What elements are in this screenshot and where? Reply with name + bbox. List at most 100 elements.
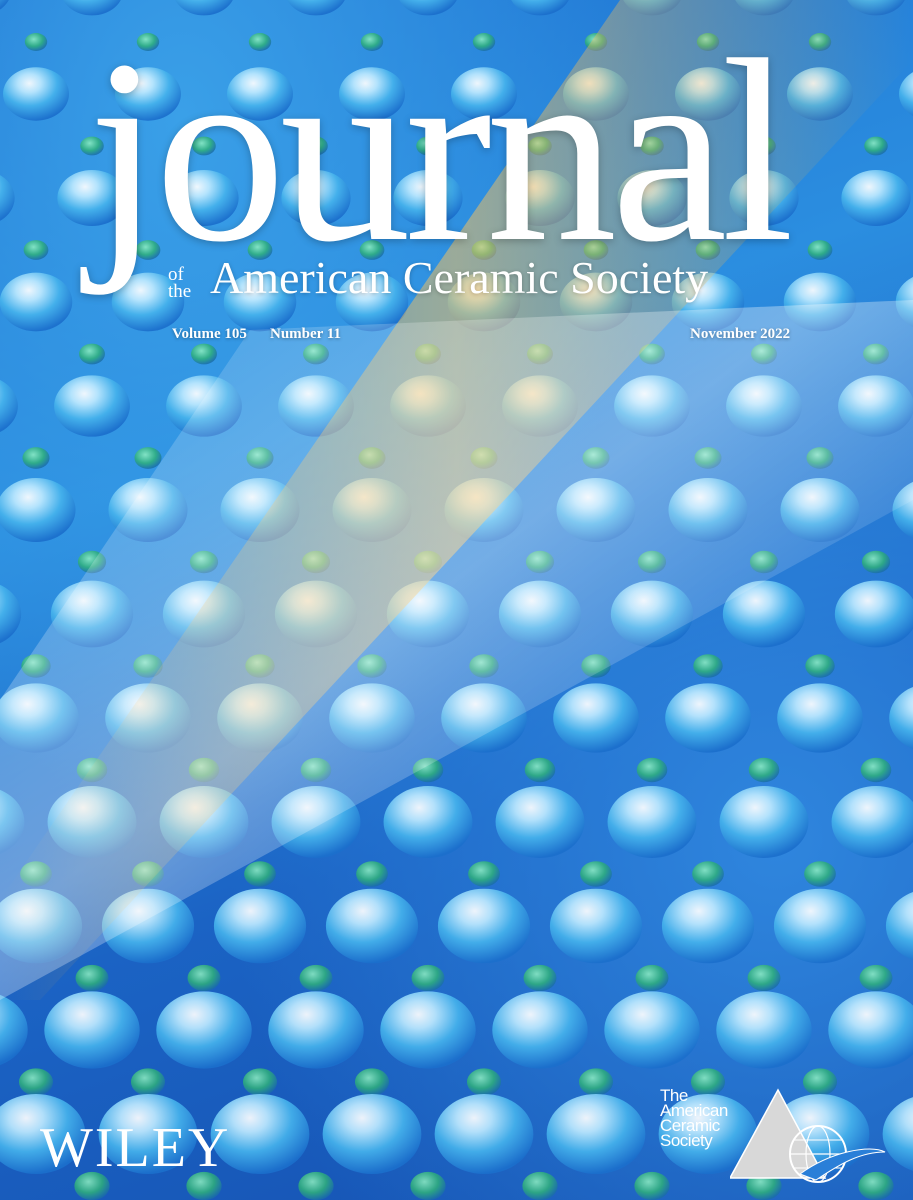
dome-shape [722,580,806,648]
journal-title: journal [88,6,794,296]
dome-shape [399,0,457,16]
dome-shape [213,888,307,964]
dot-shape [136,33,160,51]
dot-shape [524,757,556,783]
acers-line-3: Ceramic [660,1116,720,1135]
journal-subtitle: American Ceramic Society [210,252,709,303]
dome-shape [0,272,73,332]
dot-shape [23,240,49,260]
dot-shape [635,964,669,992]
title-of-the: of the [168,265,208,301]
dot-shape [304,136,328,156]
dome-shape [607,786,697,858]
acers-line-1: The [660,1086,688,1105]
dot-shape [411,964,445,992]
dome-shape [899,72,913,116]
dot-shape [186,1171,222,1200]
dome-shape [495,786,585,858]
dot-shape [692,861,724,887]
wiley-logo: WILEY [40,1117,231,1179]
dot-shape [466,1068,502,1096]
dot-shape [191,343,217,365]
dot-shape [634,1171,670,1200]
acers-logo-text: The American Ceramic Society [660,1086,728,1150]
dot-shape [24,33,48,51]
dome-shape [175,0,233,16]
dot-shape [693,654,723,678]
dot-shape [74,1171,110,1200]
dot-shape [356,861,388,887]
swoosh-icon [798,1148,886,1181]
dome-shape [885,892,913,960]
dome-shape [63,0,121,16]
dome-shape [227,67,293,121]
dome-shape [111,272,185,332]
dome-shape [882,1097,913,1171]
dot-shape [247,240,273,260]
acers-line-4: Society [660,1131,713,1150]
dome-shape [322,1094,422,1174]
issue-date: November 2022 [690,326,791,342]
light-haze [0,300,913,1000]
dot-shape [75,964,109,992]
dot-shape [135,240,161,260]
dot-shape [242,1068,278,1096]
dot-shape [523,964,557,992]
dome-shape [834,580,913,648]
dome-shape [553,683,639,753]
dot-shape [80,136,104,156]
dome-shape [0,478,76,542]
acers-emblem [730,1088,886,1183]
dot-shape [802,1068,838,1096]
dome-shape [665,683,751,753]
dot-shape [861,550,891,574]
dome-shape [658,1094,758,1174]
dot-shape [746,1171,782,1200]
dot-shape [187,964,221,992]
dot-shape [747,964,781,992]
dot-shape [522,1171,558,1200]
dot-shape [298,1171,334,1200]
dot-shape [410,1171,446,1200]
dome-shape [223,272,297,332]
dot-shape [248,33,272,51]
triangle-icon [730,1088,827,1179]
dome-shape [511,0,569,16]
dome-shape [268,991,364,1069]
dome-shape [98,1094,198,1174]
dome-shape [393,169,463,227]
dome-shape [546,1094,646,1174]
dome-shape [831,786,913,858]
dot-shape [472,33,496,51]
dome-shape [57,169,127,227]
dot-shape [360,33,384,51]
dome-shape [451,67,517,121]
dome-shape [281,169,351,227]
dot-shape [468,861,500,887]
dome-shape [434,1094,534,1174]
dot-shape [864,136,888,156]
dot-shape [807,240,833,260]
dome-shape [3,67,69,121]
dome-shape [0,1094,86,1174]
dome-shape [777,683,863,753]
dot-shape [130,1068,166,1096]
dot-shape [22,447,50,469]
number-label: Number 11 [270,326,341,342]
dome-shape [437,888,531,964]
dome-shape [169,169,239,227]
dot-shape [134,447,162,469]
dot-shape [805,654,835,678]
dot-shape [359,240,385,260]
dot-shape [858,1171,894,1200]
dome-shape [325,888,419,964]
dot-shape [636,757,668,783]
dot-shape [860,757,892,783]
dome-shape [0,379,18,433]
dome-shape [889,686,913,750]
dot-shape [244,861,276,887]
dome-shape [339,67,405,121]
dot-shape [354,1068,390,1096]
dome-shape [716,991,812,1069]
dome-shape [335,272,409,332]
